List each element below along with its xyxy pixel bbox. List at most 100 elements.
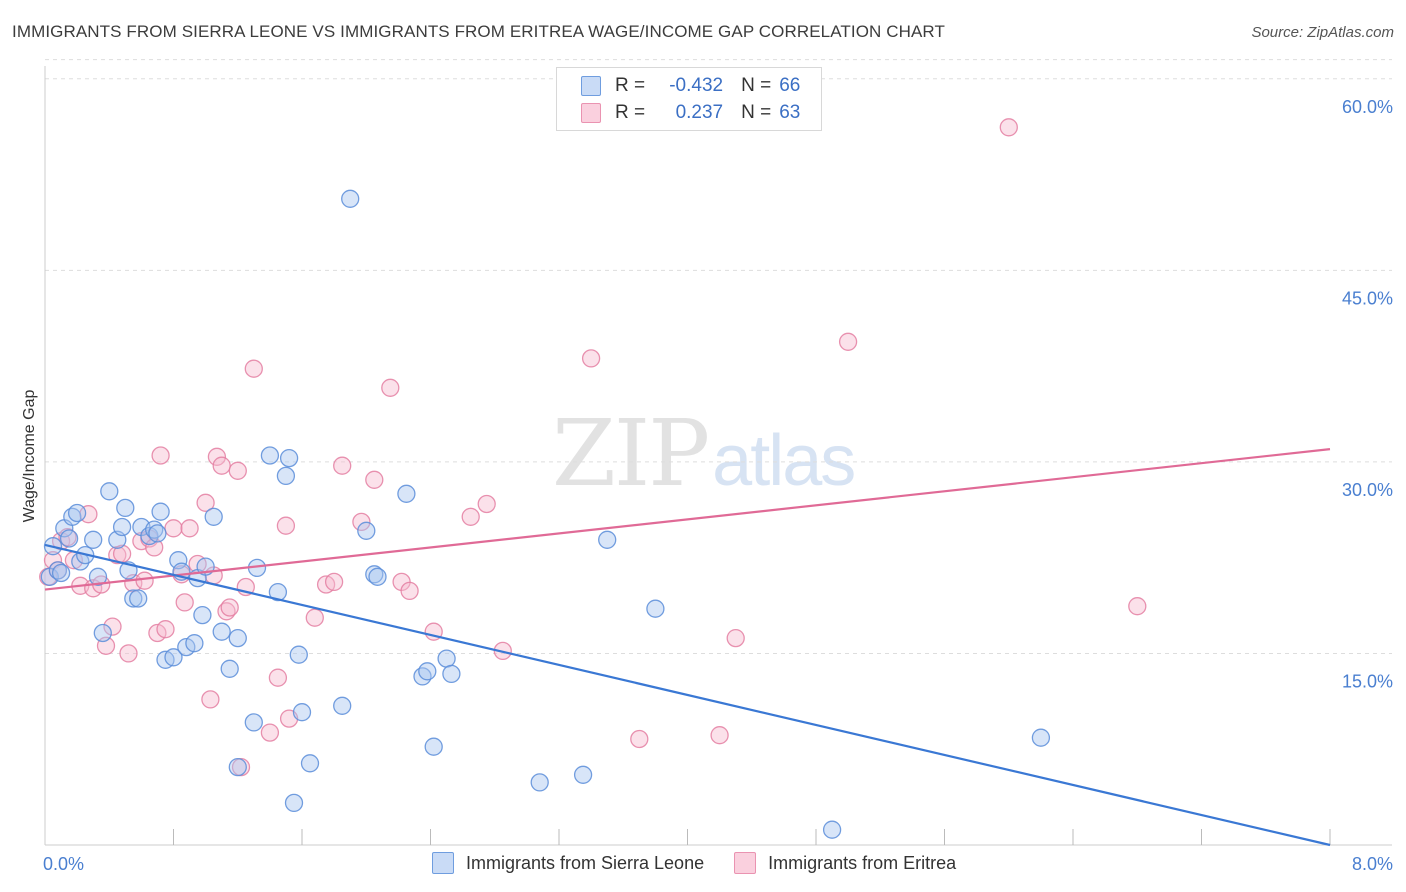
sierra-leone-point — [151, 502, 170, 521]
watermark: ZIPatlas — [552, 400, 856, 507]
legend-n-value-eritrea: 63 — [779, 102, 801, 123]
sierra-leone-point — [88, 567, 108, 586]
watermark-zip: ZIP — [552, 400, 710, 507]
y-tick-label: 60.0% — [1342, 97, 1393, 117]
eritrea-point — [461, 507, 480, 526]
sierra-leone-point — [260, 446, 280, 465]
legend-r-label: R = — [615, 102, 646, 123]
chart-title: IMMIGRANTS FROM SIERRA LEONE VS IMMIGRAN… — [12, 22, 945, 41]
sierra-leone-point — [84, 530, 103, 549]
sierra-leone-point — [228, 628, 247, 648]
legend-n-label: N = — [741, 102, 772, 123]
eritrea-point — [156, 620, 175, 639]
sierra-leone-point — [822, 820, 842, 839]
sierra-leone-point — [244, 713, 263, 732]
sierra-leone-point — [212, 622, 231, 641]
eritrea-point — [228, 461, 247, 480]
eritrea-point — [196, 493, 215, 512]
sierra-leone-point — [284, 793, 304, 813]
stats-legend: R = -0.432 N = 66 R = 0.237 N = 63 — [556, 67, 822, 131]
sierra-leone-point — [67, 503, 87, 523]
eritrea-point — [352, 512, 371, 532]
eritrea-trendline — [44, 448, 1331, 591]
y-tick-label: 15.0% — [1342, 671, 1393, 691]
sierra-leone-point — [598, 530, 617, 549]
sierra-leone-point — [292, 703, 312, 722]
sierra-leone-point — [1031, 728, 1051, 747]
source-label: Source: ZipAtlas.com — [1251, 24, 1394, 41]
legend-r-value-sierra-leone: -0.432 — [669, 75, 724, 96]
eritrea-point — [151, 446, 170, 465]
legend-item-eritrea[interactable]: Immigrants from Eritrea — [734, 852, 956, 874]
sierra-leone-point — [148, 524, 167, 543]
sierra-leone-point — [573, 765, 593, 784]
sierra-leone-point — [185, 634, 204, 653]
eritrea-point — [244, 359, 263, 378]
sierra-leone-point — [268, 582, 288, 602]
series-legend: Immigrants from Sierra Leone Immigrants … — [432, 852, 986, 874]
sierra-leone-point — [646, 599, 665, 618]
eritrea-point — [381, 378, 400, 397]
legend-swatch-sierra-leone — [432, 852, 454, 874]
legend-swatch-sierra-leone — [581, 76, 601, 96]
eritrea-point — [207, 447, 227, 466]
sierra-leone-point — [112, 517, 132, 537]
eritrea-point — [726, 628, 745, 648]
sierra-leone-point — [220, 659, 239, 678]
y-tick-label: 30.0% — [1342, 480, 1393, 500]
legend-item-sierra-leone[interactable]: Immigrants from Sierra Leone — [432, 852, 704, 874]
sierra-leone-point — [368, 567, 387, 586]
sierra-leone-point — [100, 482, 119, 501]
eritrea-point — [324, 572, 344, 592]
sierra-leone-point — [129, 589, 148, 608]
eritrea-point — [710, 726, 729, 745]
eritrea-point — [145, 538, 164, 557]
sierra-leone-point — [442, 664, 461, 684]
legend-label-sierra-leone: Immigrants from Sierra Leone — [466, 852, 705, 873]
sierra-leone-point — [289, 645, 308, 664]
eritrea-point — [260, 723, 280, 742]
eritrea-point — [175, 593, 194, 612]
sierra-leone-point — [48, 561, 68, 580]
sierra-leone-point — [357, 521, 376, 540]
sierra-leone-point — [59, 529, 79, 548]
eritrea-point — [999, 118, 1018, 137]
eritrea-point — [220, 598, 239, 617]
eritrea-point — [119, 644, 138, 663]
eritrea-point — [135, 571, 154, 590]
sierra-leone-point — [169, 551, 188, 570]
sierra-leone-point — [279, 448, 299, 468]
sierra-leone-point — [204, 507, 223, 526]
eritrea-point — [103, 617, 122, 636]
sierra-leone-point — [418, 662, 437, 681]
sierra-leone-point — [437, 649, 456, 668]
sierra-leone-point — [397, 484, 416, 503]
legend-n-value-sierra-leone: 66 — [779, 75, 801, 96]
legend-r-label: R = — [615, 75, 646, 96]
sierra-leone-point — [51, 563, 71, 583]
y-tick-label: 45.0% — [1342, 288, 1393, 308]
eritrea-point — [838, 332, 858, 351]
sierra-leone-point — [124, 589, 143, 608]
eritrea-point — [477, 494, 496, 514]
sierra-leone-point — [193, 605, 212, 625]
eritrea-point — [212, 456, 231, 475]
sierra-leone-trendline — [44, 543, 1331, 847]
legend-row-sierra-leone: R = -0.432 N = 66 — [581, 74, 800, 98]
legend-r-value-eritrea: 0.237 — [675, 102, 724, 123]
sierra-leone-point — [300, 754, 320, 773]
sierra-leone-point — [164, 648, 183, 667]
eritrea-point — [164, 519, 183, 538]
sierra-leone-point — [93, 623, 112, 643]
eritrea-point — [581, 349, 601, 368]
eritrea-point — [630, 729, 649, 749]
eritrea-point — [1128, 597, 1147, 616]
sierra-leone-point — [333, 696, 352, 715]
sierra-leone-point — [276, 466, 296, 486]
sierra-leone-point — [424, 737, 443, 756]
eritrea-point — [365, 470, 384, 489]
eritrea-point — [305, 608, 324, 627]
legend-swatch-eritrea — [581, 103, 601, 123]
sierra-leone-point — [228, 757, 247, 777]
